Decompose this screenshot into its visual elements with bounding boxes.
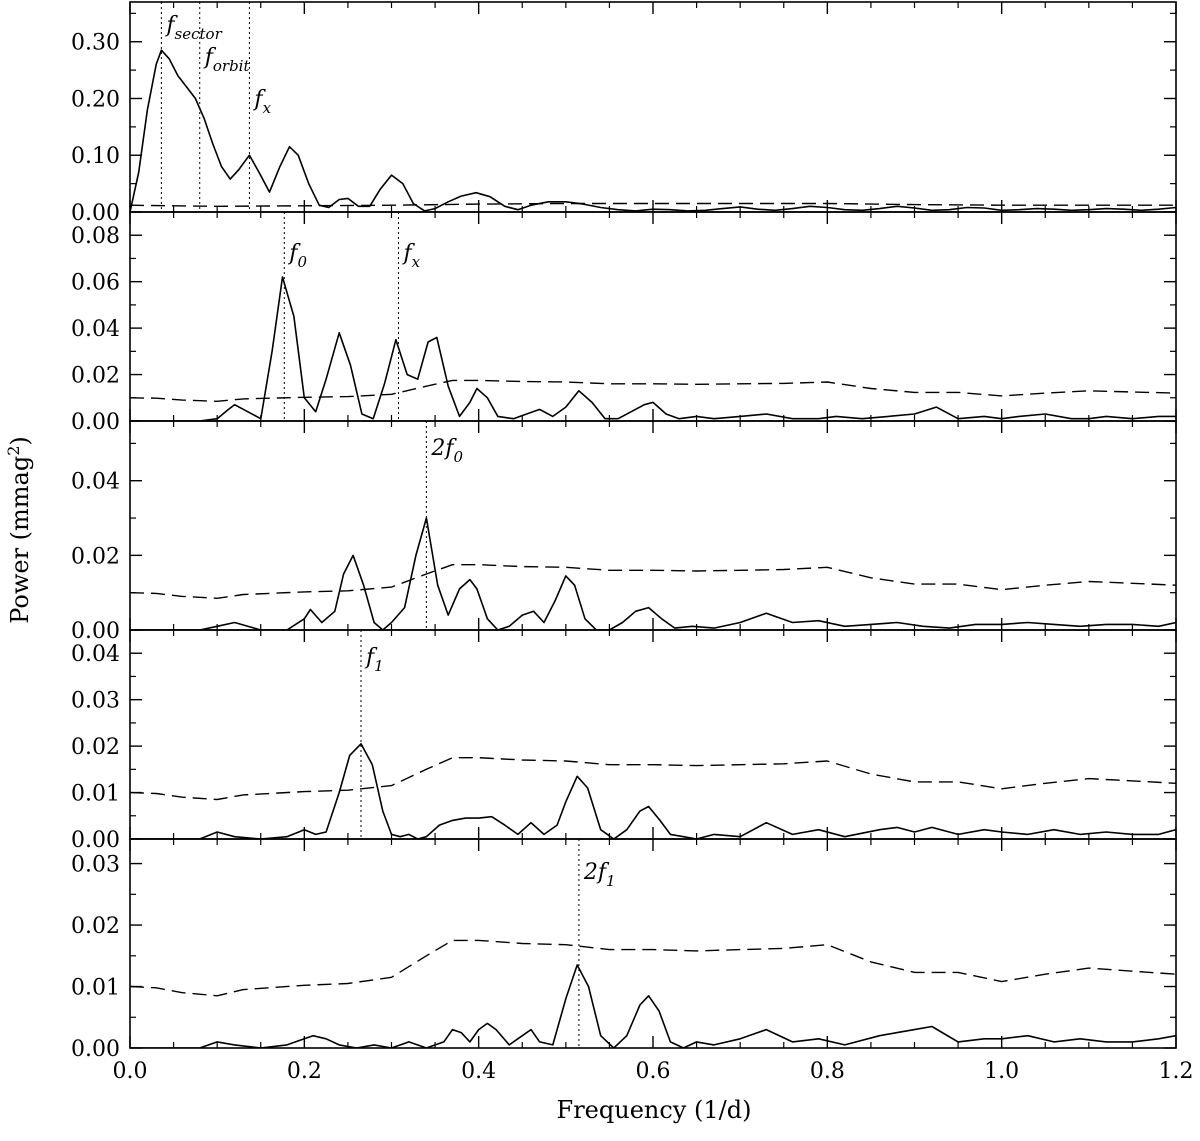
panel-1-marker-label-1: forbit <box>203 45 251 75</box>
panel-2-y-tick-label-1: 0.02 <box>71 364 120 389</box>
panel-2-y-tick-label-3: 0.06 <box>71 271 120 296</box>
panel-5-y-tick-label-3: 0.03 <box>71 853 120 878</box>
x-tick-label-1: 0.2 <box>287 1059 322 1084</box>
panel-2-frame <box>129 211 1177 422</box>
panel-4-power-spectrum-line <box>130 743 1176 839</box>
x-tick-label-5: 1.0 <box>984 1059 1019 1084</box>
panel-1-y-tick-label-2: 0.20 <box>71 87 120 112</box>
panel-2-y-tick-label-0: 0.00 <box>71 410 120 435</box>
panel-2-significance-curve <box>130 379 1176 402</box>
x-tick-label-4: 0.8 <box>810 1059 845 1084</box>
panels-group: 0.000.100.200.30fsectorforbitfx0.000.020… <box>71 1 1194 1084</box>
panel-3-y-tick-label-2: 0.04 <box>71 470 120 495</box>
panel-4: 0.00 0.01 0.02 0.03 0.04 f1 <box>71 629 1177 853</box>
panel-4-y-tick-label-4: 0.04 <box>71 642 120 667</box>
panel-3-y-tick-label-0: 0.00 <box>71 619 120 644</box>
panel-4-y-tick-label-3: 0.03 <box>71 689 120 714</box>
panel-2-y-tick-label-4: 0.08 <box>71 224 120 249</box>
panel-4-frame <box>129 629 1177 840</box>
panel-5-y-tick-label-1: 0.01 <box>71 976 120 1001</box>
x-axis-title: Frequency (1/d) <box>557 1096 752 1124</box>
panel-5-significance-curve <box>130 939 1176 997</box>
panel-2-marker-label-sub-1: x <box>412 253 421 271</box>
panel-2-marker-label-0: f0 <box>287 241 307 271</box>
panel-2: 0.00 0.02 0.04 0.06 0.08 f0 fx <box>71 211 1177 435</box>
x-tick-label-6: 1.2 <box>1159 1059 1194 1084</box>
panel-5-marker-label-sub-0: 1 <box>606 872 616 890</box>
panel-4-marker-label-sub-0: 1 <box>374 657 384 675</box>
x-tick-label-3: 0.6 <box>636 1059 671 1084</box>
panel-2-marker-label-1: fx <box>401 241 420 271</box>
y-axis-title-main: Power (mmag <box>6 456 34 624</box>
panel-2-y-tick-label-2: 0.04 <box>71 317 120 342</box>
panel-2-power-spectrum-line <box>130 276 1176 421</box>
x-tick-label-2: 0.4 <box>461 1059 496 1084</box>
panel-1-marker-label-sub-0: sector <box>175 25 223 43</box>
panel-4-marker-label-0: f1 <box>364 645 384 675</box>
panel-1-power-spectrum-line <box>130 49 1176 212</box>
panel-3-marker-label-sub-0: 0 <box>454 448 464 466</box>
panel-5-power-spectrum-line <box>130 964 1176 1048</box>
y-axis-title: Power (mmag2) <box>4 436 34 624</box>
panel-3-y-tick-label-1: 0.02 <box>71 544 120 569</box>
panel-5-y-tick-label-0: 0.00 <box>71 1037 120 1062</box>
panel-1-y-tick-label-0: 0.00 <box>71 201 120 226</box>
panel-1-marker-label-sub-1: orbit <box>213 57 251 75</box>
panel-4-y-tick-label-0: 0.00 <box>71 828 120 853</box>
y-axis-title-sup: 2 <box>4 446 23 456</box>
panel-2-marker-label-sub-0: 0 <box>297 253 307 271</box>
panel-3-power-spectrum-line <box>130 517 1176 630</box>
panel-1-y-tick-label-3: 0.30 <box>71 31 120 56</box>
panel-3-marker-label-main-0: 2f <box>430 436 457 461</box>
panel-5-y-tick-label-2: 0.02 <box>71 914 120 939</box>
panel-1-y-tick-label-1: 0.10 <box>71 144 120 169</box>
panel-3-marker-label-0: 2f0 <box>430 436 463 466</box>
panel-5-frame <box>129 838 1177 1049</box>
panel-3-significance-curve <box>130 564 1176 599</box>
panel-4-y-tick-label-2: 0.02 <box>71 735 120 760</box>
panel-5: 0.00 0.01 0.02 0.03 0.0 0.2 0.4 0.6 0.8 1.0 1.2 2f1 <box>71 838 1194 1084</box>
y-axis-title-end: ) <box>6 436 34 445</box>
panel-1-marker-label-0: fsector <box>164 13 222 43</box>
panel-5-marker-label-main-0: 2f <box>583 860 610 885</box>
panel-4-significance-curve <box>130 757 1176 801</box>
x-tick-label-0: 0.0 <box>113 1059 148 1084</box>
panel-3: 0.00 0.02 0.04 2f0 <box>71 420 1177 644</box>
panel-1-marker-label-2: fx <box>252 87 271 117</box>
panel-5-marker-label-0: 2f1 <box>583 860 616 890</box>
panel-3-frame <box>129 420 1177 631</box>
panel-4-y-tick-label-1: 0.01 <box>71 782 120 807</box>
panel-1-frame <box>129 1 1177 213</box>
panel-1-marker-label-sub-2: x <box>263 99 272 117</box>
